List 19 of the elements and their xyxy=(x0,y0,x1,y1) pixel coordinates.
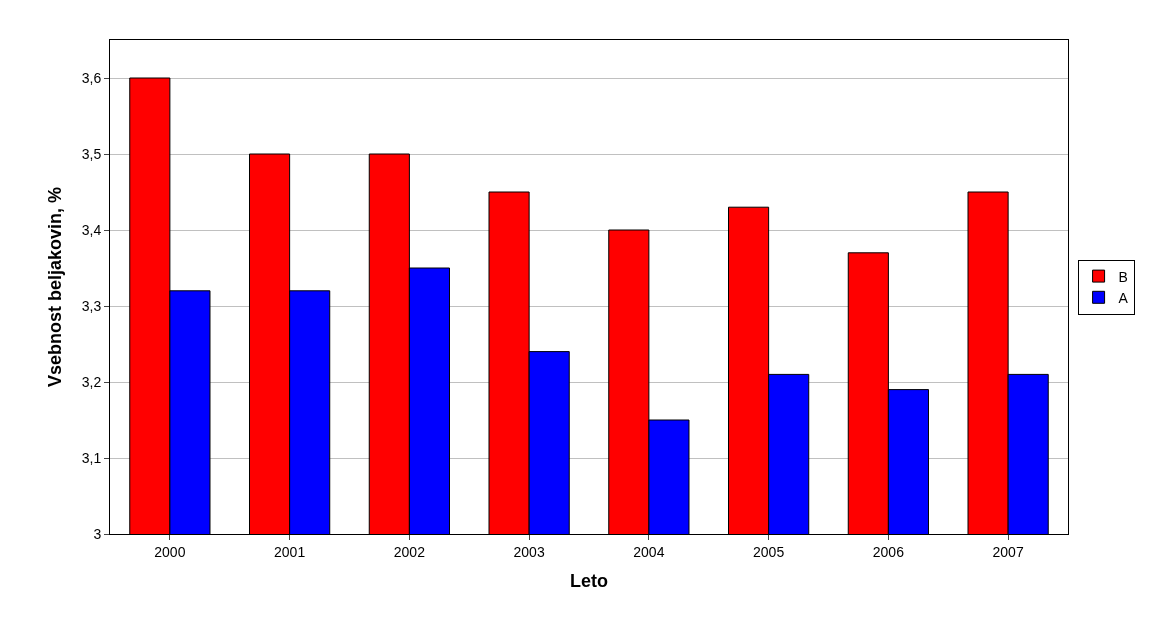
y-tick-label: 3 xyxy=(93,525,102,542)
x-tick-label: 2003 xyxy=(513,543,545,560)
y-tick-label: 3,1 xyxy=(81,449,102,466)
x-tick-label: 2000 xyxy=(154,543,186,560)
x-tick-label: 2005 xyxy=(753,543,785,560)
x-tick-label: 2007 xyxy=(992,543,1024,560)
legend-label: A xyxy=(1118,289,1129,306)
x-tick-label: 2001 xyxy=(274,543,306,560)
y-axis-title: Vsebnost beljakovin, % xyxy=(44,186,65,388)
y-tick-label: 3,5 xyxy=(81,145,102,162)
y-tick-label: 3,4 xyxy=(81,221,102,238)
y-tick-label: 3,2 xyxy=(81,373,102,390)
y-tick-label: 3,3 xyxy=(81,297,102,314)
legend-label: B xyxy=(1118,268,1128,285)
x-tick-label: 2002 xyxy=(393,543,426,560)
y-tick-label: 3,6 xyxy=(81,69,102,86)
x-axis-title: Leto xyxy=(570,570,608,591)
x-tick-label: 2006 xyxy=(872,543,905,560)
x-tick-label: 2004 xyxy=(633,543,665,560)
